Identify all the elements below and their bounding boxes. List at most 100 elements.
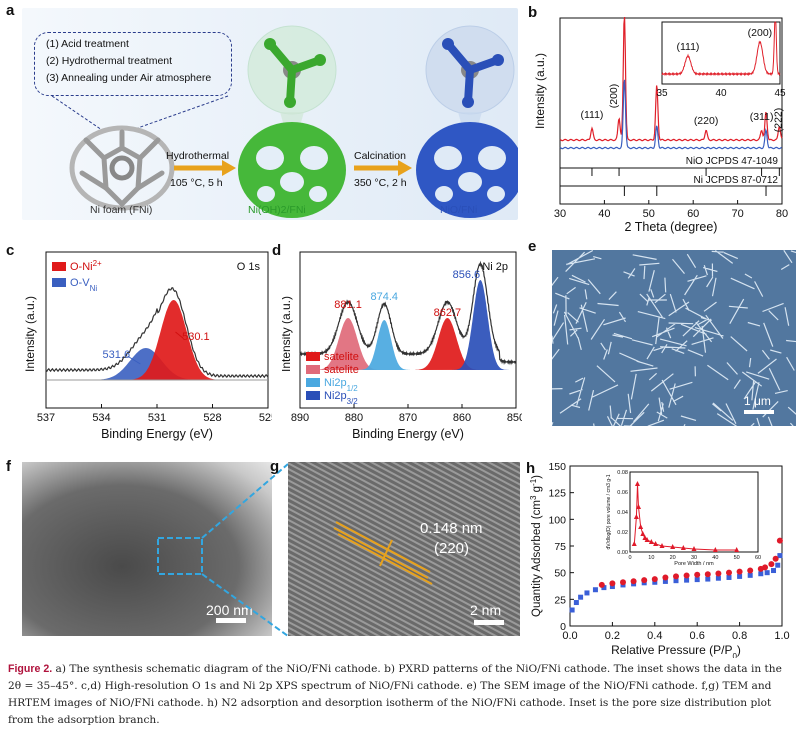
peak-pointer — [175, 331, 184, 339]
sem-flake-lines — [552, 250, 796, 426]
adsorption-point — [694, 577, 700, 583]
panel-c-label: c — [6, 242, 15, 259]
adsorption-point — [775, 562, 781, 568]
desorption-point — [726, 569, 732, 576]
hrtem-scale-label: 2 nm — [470, 602, 502, 618]
y-axis-sup: 3 — [530, 495, 538, 500]
inset-y-tick-label: 0.00 — [617, 550, 628, 556]
sem-texture — [552, 250, 796, 426]
x-tick-label: 0.2 — [605, 630, 620, 642]
x-tick-label: 890 — [291, 412, 309, 424]
arrow1-cond: 105 °C, 5 h — [170, 177, 223, 189]
inset-x-tick-label: 10 — [648, 555, 654, 561]
ref-label-ni: Ni JCPDS 87-0712 — [694, 175, 779, 186]
o-ni-peak — [110, 300, 228, 380]
x-axis-label: 2 Theta (degree) — [625, 220, 718, 234]
x-tick-label: 1.0 — [774, 630, 789, 642]
legend-swatch — [306, 352, 320, 361]
y-tick-label: 150 — [548, 462, 566, 473]
peak-pointer — [127, 355, 141, 365]
desorption-point — [736, 568, 743, 575]
arrow2-cond: 350 °C, 2 h — [354, 177, 407, 189]
hrtem-spacing: 0.148 nm — [420, 520, 483, 537]
legend-swatch — [306, 378, 320, 387]
legend-swatch — [52, 278, 66, 287]
adsorption-point — [573, 600, 579, 606]
psd-point — [712, 547, 718, 552]
y-axis-sup: -1 — [530, 478, 538, 486]
sem-image: 1 μm — [552, 250, 796, 426]
adsorption-point — [684, 577, 690, 583]
desorption-point — [673, 573, 679, 580]
x-tick-label: 0.0 — [562, 630, 577, 642]
hrtem-plane: (220) — [434, 540, 470, 557]
adsorption-point — [578, 594, 584, 600]
plot-frame — [45, 251, 269, 409]
x-tick-label: 0.6 — [690, 630, 705, 642]
x-tick-label: 531 — [148, 412, 166, 424]
legend-label: satelite — [324, 364, 359, 376]
adsorption-point — [715, 575, 721, 581]
panel-f-label: f — [6, 458, 11, 475]
y-axis-label: Intensity (a.u.) — [533, 53, 547, 129]
peak-label: (311) — [750, 111, 774, 123]
inset-x-tick-label: 0 — [628, 555, 631, 561]
inset-x-tick-label: 50 — [734, 555, 740, 561]
inset-x-tick-label: 30 — [691, 555, 697, 561]
adsorption-point — [758, 571, 764, 577]
o1s-title: O 1s — [237, 261, 261, 273]
inset-peak-label: (111) — [676, 41, 699, 53]
psd-point — [634, 481, 640, 486]
satelite-862-peak — [415, 318, 480, 370]
desorption-point — [747, 567, 754, 574]
xrd-chart: 30 40 50 60 70 80 2 Theta (degree) Intensity (a… — [533, 16, 788, 234]
ni2p32-peak — [448, 280, 513, 370]
inset-pattern — [661, 21, 781, 77]
step-2: (2) Hydrothermal treatment — [46, 55, 173, 67]
ref-label-nio: NiO JCPDS 47-1049 — [686, 156, 779, 167]
bet-isotherm-chart: 0.0 0.2 0.4 0.6 0.8 1.00255075100125150Relati… — [530, 462, 790, 659]
psd-point — [638, 524, 644, 529]
schematic-illustration — [51, 25, 518, 218]
adsorption-point — [737, 573, 743, 579]
x-tick-label: 537 — [37, 412, 55, 424]
inset-x-label: Pore Width / nm — [674, 561, 714, 567]
x-tick-label: 860 — [453, 412, 471, 424]
x-axis-sub: 0 — [732, 652, 737, 659]
panel-d-label: d — [272, 242, 282, 259]
legend-sub: 1/2 — [347, 384, 359, 393]
x-tick-label: 0.8 — [732, 630, 747, 642]
x-tick-label: 528 — [203, 412, 221, 424]
x-tick-label: 534 — [92, 412, 110, 424]
x-tick-label: 525 — [259, 412, 272, 424]
y-tick-label: 75 — [554, 541, 566, 553]
inset-tick-label: 40 — [715, 88, 727, 99]
desorption-point — [704, 571, 711, 578]
desorption-point — [598, 581, 605, 588]
caption-label: Figure 2. — [8, 663, 53, 675]
desorption-point — [620, 579, 626, 586]
desorption-point — [662, 574, 669, 581]
sem-scale-label: 1 μm — [744, 394, 771, 408]
adsorption-point — [771, 568, 777, 574]
o1s-xps-chart: 537 534 531 528 525 Binding Energy (eV) Intens… — [23, 251, 272, 441]
inset-frame — [629, 471, 759, 553]
ni-foam-icon — [69, 125, 175, 211]
y-axis-end: ) — [531, 475, 543, 479]
peak-label: (220) — [694, 115, 719, 127]
adsorption-point — [726, 574, 732, 580]
legend-label: O-VNi — [70, 277, 97, 293]
inset-peak-label: (200) — [748, 27, 773, 39]
y-axis-label: Quantity Adsorbed (cm3 g-1) — [530, 475, 543, 617]
adsorption-point — [764, 570, 770, 576]
legend-swatch — [306, 365, 320, 374]
ni2p-envelope — [299, 260, 517, 366]
peak-label: (111) — [580, 109, 603, 121]
desorption-point — [641, 577, 648, 584]
ni-oh2-foam-icon — [238, 122, 346, 218]
peak-label: 874.4 — [370, 291, 398, 303]
inset-y-tick-label: 0.04 — [617, 510, 628, 516]
nio-fni-pattern — [559, 16, 783, 142]
psd-point — [648, 539, 654, 544]
caption-text: a) The synthesis schematic diagram of th… — [8, 663, 782, 726]
